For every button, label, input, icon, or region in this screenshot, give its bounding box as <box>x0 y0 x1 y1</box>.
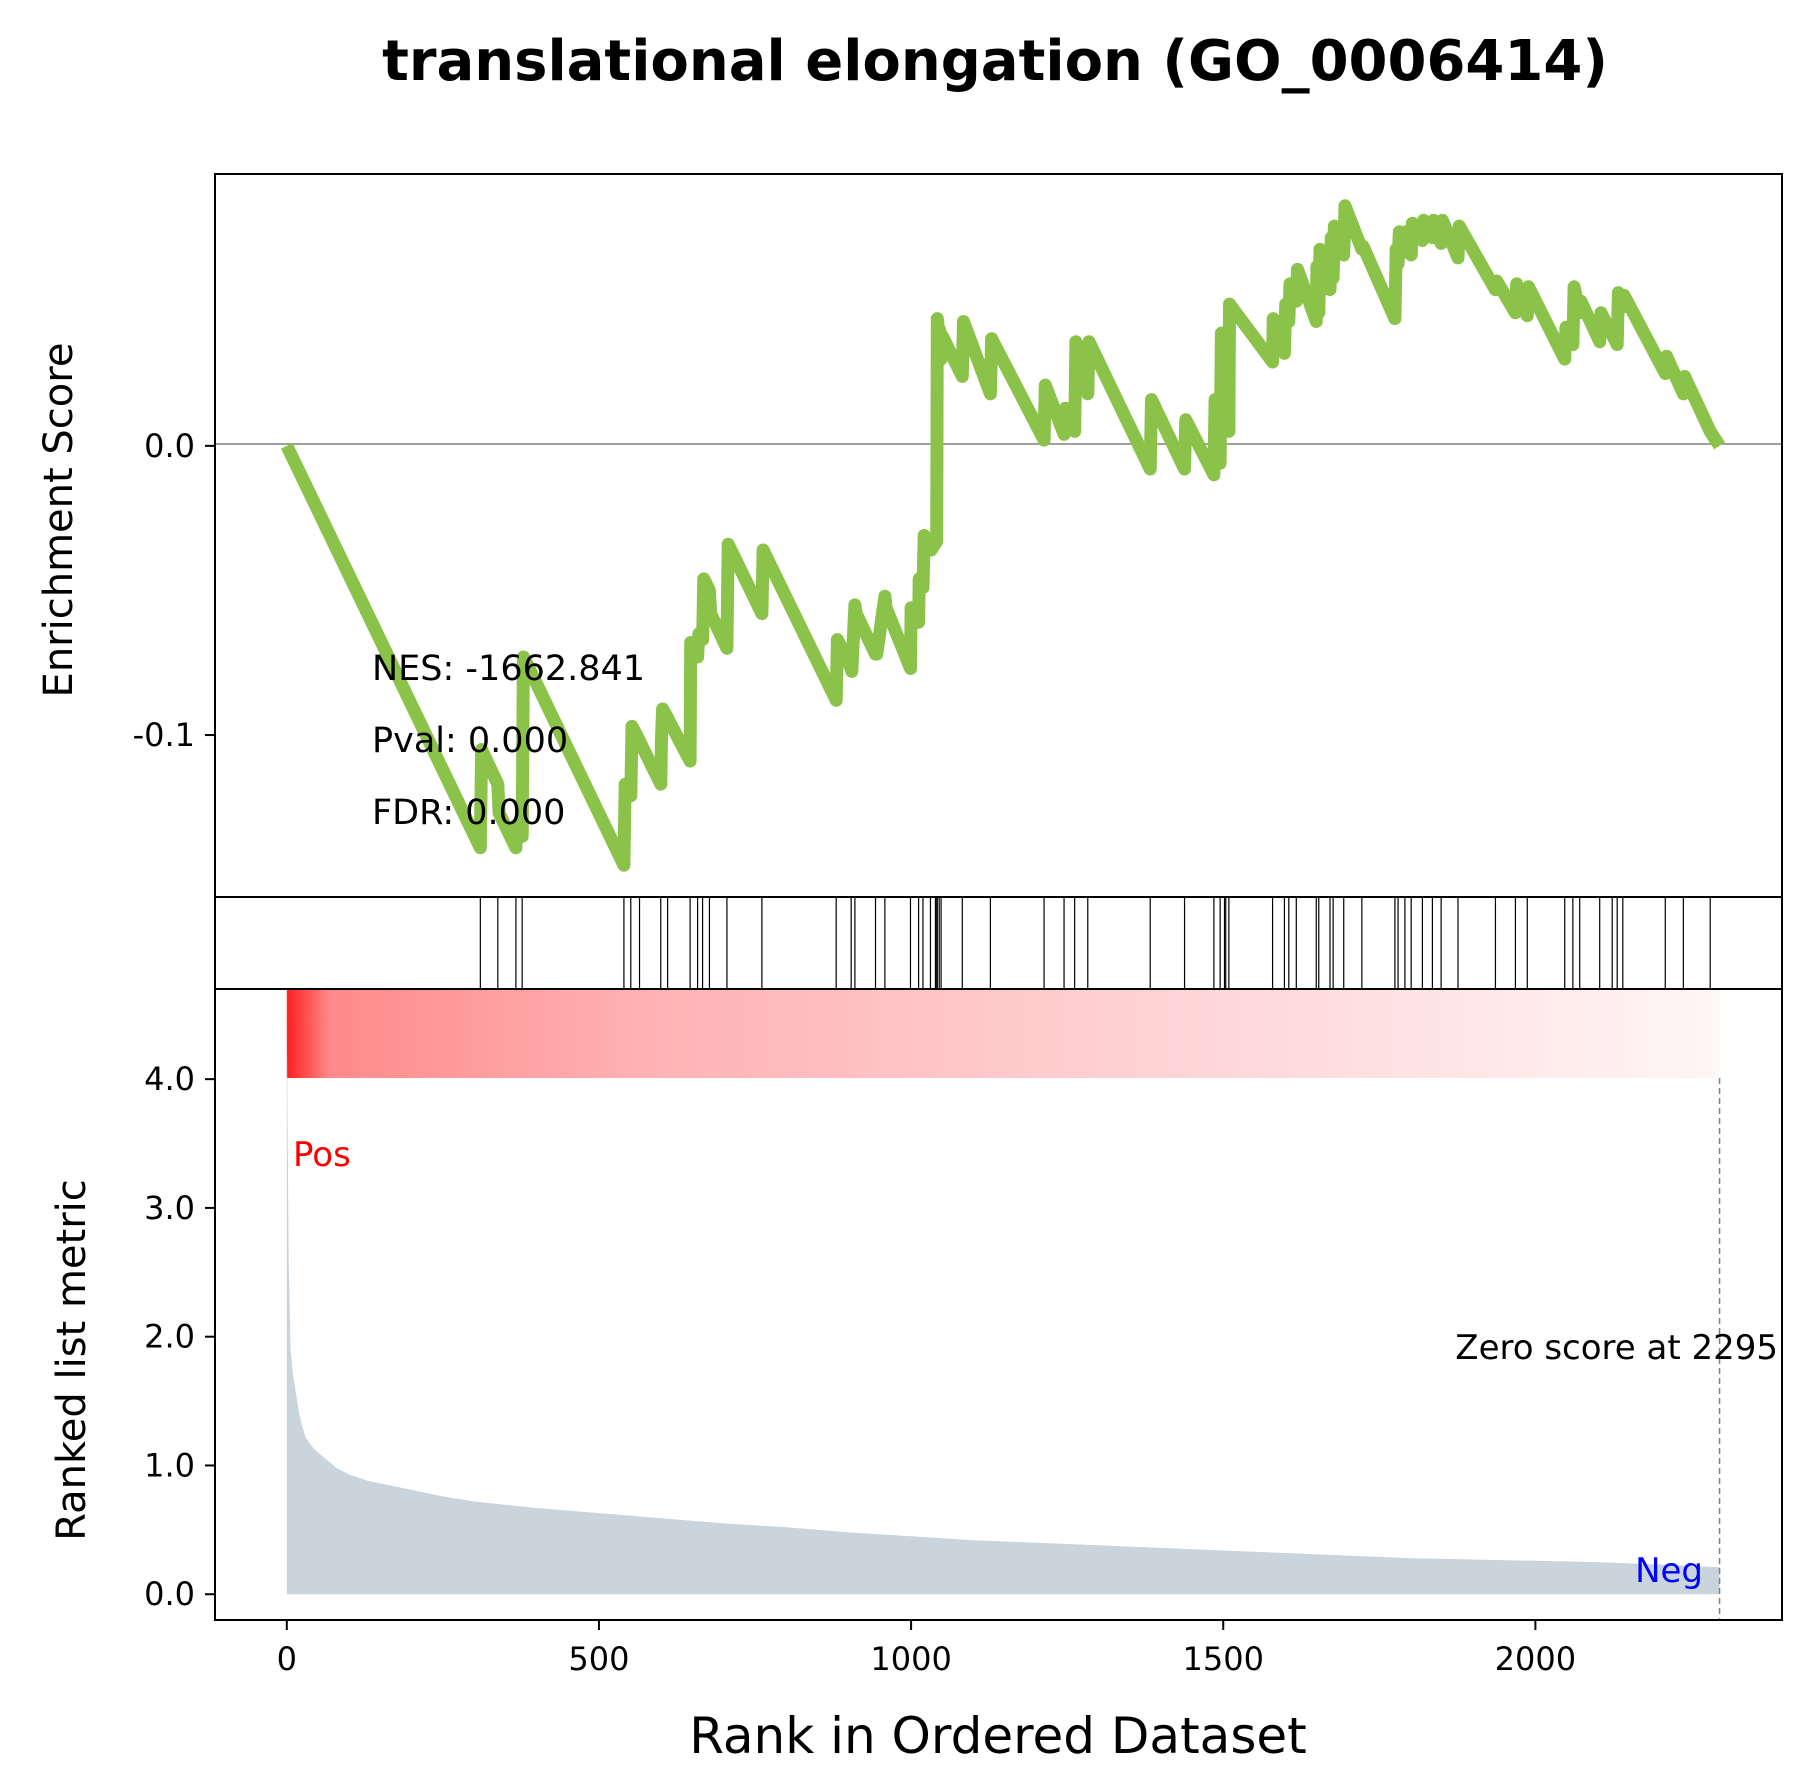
es-y-tick-label: 0.0 <box>144 427 195 465</box>
rank-gradient-bar <box>286 989 1720 1078</box>
metric-y-tick-label: 4.0 <box>144 1060 195 1098</box>
hits-panel-frame <box>214 896 1783 990</box>
metric-y-tick-label: 1.0 <box>144 1446 195 1484</box>
metric-y-tick-label: 3.0 <box>144 1189 195 1227</box>
ranked-metric-area <box>286 1021 1720 1595</box>
x-tick-label: 0 <box>277 1640 297 1678</box>
x-tick-label: 1500 <box>1183 1640 1264 1678</box>
metric-y-ticks: 0.0 1.0 2.0 3.0 4.0 <box>144 1060 215 1613</box>
metric-panel-frame <box>214 988 1783 1621</box>
nes-stat: NES: -1662.841 <box>372 649 645 689</box>
zero-score-label: Zero score at 2295 <box>1455 1328 1778 1368</box>
es-y-axis-label: Enrichment Score <box>36 343 82 698</box>
metric-y-axis-label: Ranked list metric <box>49 1179 95 1541</box>
metric-y-tick-label: 2.0 <box>144 1318 195 1356</box>
x-tick-label: 500 <box>568 1640 629 1678</box>
pval-stat: Pval: 0.000 <box>372 721 568 761</box>
fdr-stat: FDR: 0.000 <box>372 793 565 833</box>
x-tick-label: 1000 <box>870 1640 951 1678</box>
neg-label: Neg <box>1635 1551 1703 1591</box>
hits-panel <box>214 896 1783 990</box>
chart-title: translational elongation (GO_0006414) <box>382 29 1608 94</box>
x-axis-ticks: 0 500 1000 1500 2000 <box>277 1620 1576 1678</box>
es-curve <box>280 199 1726 872</box>
enrichment-panel: 0.0 -0.1 NES: -1662.841 Pval: 0.000 FDR: … <box>36 173 1783 898</box>
metric-panel: Pos Neg Zero score at 2295 0.0 1.0 2.0 3.0 4… <box>49 988 1783 1621</box>
x-tick-label: 2000 <box>1495 1640 1576 1678</box>
hit-lines <box>479 897 1711 989</box>
es-y-ticks: 0.0 -0.1 <box>133 427 215 754</box>
es-y-tick-label: -0.1 <box>133 716 195 754</box>
x-axis-label: Rank in Ordered Dataset <box>689 1707 1306 1765</box>
pos-label: Pos <box>293 1135 351 1175</box>
metric-y-tick-label: 0.0 <box>144 1575 195 1613</box>
